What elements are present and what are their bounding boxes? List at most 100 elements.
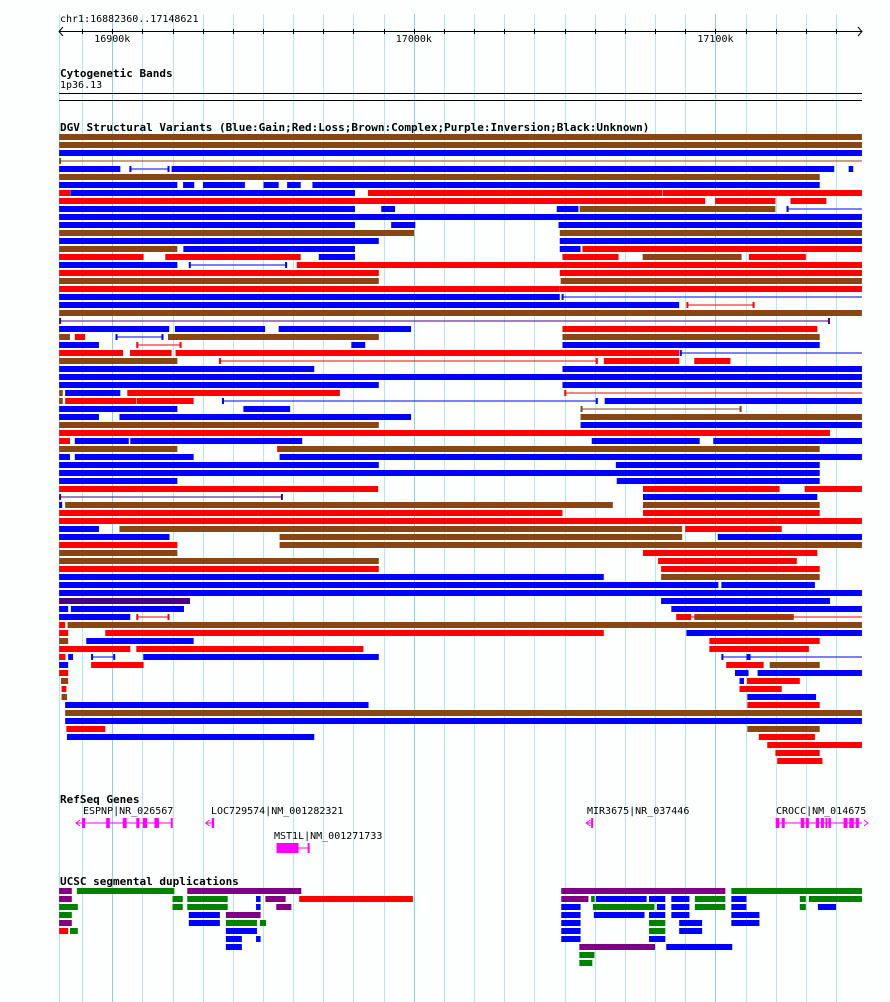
segdup-feature: [671, 896, 690, 902]
dgv-variant: [671, 606, 862, 612]
segdup-feature: [731, 912, 760, 918]
dgv-variant: [59, 662, 69, 668]
segdup-feature: [225, 928, 257, 934]
strand-arrow-left-icon: [75, 819, 81, 827]
dgv-variant: [59, 366, 315, 372]
dgv-variant: [74, 454, 194, 460]
dgv-variant-end: [739, 406, 742, 412]
segdup-feature: [579, 960, 593, 966]
dgv-variant: [59, 334, 70, 340]
segdup-feature: [656, 904, 666, 910]
dgv-row: [59, 606, 862, 612]
gene-label[interactable]: MIR3675|NR_037446: [587, 806, 690, 817]
dgv-variant: [747, 702, 820, 708]
dgv-variant: [279, 542, 862, 548]
gene-exon: [142, 818, 148, 828]
dgv-variant: [183, 182, 195, 188]
segdup-feature: [299, 896, 413, 902]
dgv-variant: [91, 662, 144, 668]
dgv-row: [59, 398, 862, 404]
dgv-variant: [59, 262, 178, 268]
dgv-variant: [59, 566, 379, 572]
segdup-feature: [561, 928, 581, 934]
strand-arrow-left-icon: [204, 819, 210, 827]
dgv-row: [66, 734, 815, 740]
dgv-track-title[interactable]: DGV Structural Variants (Blue:Gain;Red:L…: [60, 121, 650, 134]
dgv-row: [59, 166, 854, 172]
dgv-variant-end: [595, 358, 598, 364]
dgv-variant: [757, 670, 862, 676]
gene-label[interactable]: CROCC|NM_014675: [776, 806, 867, 817]
dgv-variant: [59, 518, 862, 524]
gene-exon: [307, 843, 310, 853]
dgv-variant-end: [564, 390, 567, 396]
gene-label[interactable]: MST1L|NM_001271733: [274, 831, 383, 842]
dgv-variant: [769, 662, 820, 668]
dgv-row: [59, 518, 862, 524]
segdup-feature: [561, 888, 726, 894]
dgv-row: [65, 710, 862, 716]
strand-arrow-left-icon: [585, 819, 591, 827]
dgv-variant: [279, 446, 820, 452]
segdup-feature: [731, 888, 862, 894]
segdup-feature: [731, 904, 747, 910]
dgv-variant-end: [827, 318, 830, 324]
dgv-variant: [119, 526, 683, 532]
dgv-variant: [119, 414, 412, 420]
dgv-variant: [59, 254, 144, 260]
segdup-feature: [817, 904, 837, 910]
segdup-feature: [59, 888, 72, 894]
dgv-variant: [65, 718, 862, 724]
dgv-row: [59, 646, 809, 652]
segdup-row: [59, 920, 760, 926]
ruler-location: chr1:16882360..17148621: [60, 14, 199, 25]
dgv-row: [59, 446, 820, 452]
cytoband-track-title[interactable]: Cytogenetic Bands: [60, 67, 173, 80]
dgv-variant: [279, 454, 862, 460]
ruler-tick-label: 16900k: [94, 34, 131, 45]
dgv-variant: [804, 486, 862, 492]
dgv-variant: [59, 214, 862, 220]
segdup-feature: [69, 928, 78, 934]
dgv-variant: [59, 526, 99, 532]
gene-label[interactable]: LOC729574|NM_001282321: [211, 806, 344, 817]
dgv-variant: [59, 302, 680, 308]
dgv-variant: [603, 358, 680, 364]
segdup-feature: [593, 912, 645, 918]
gene-label[interactable]: ESPNP|NR_026567: [83, 806, 174, 817]
dgv-variant-end: [679, 614, 682, 620]
dgv-variant-end: [580, 406, 583, 412]
dgv-variant: [60, 678, 69, 684]
dgv-variant: [129, 350, 172, 356]
dgv-row: [59, 286, 862, 292]
gene-model: [276, 843, 310, 853]
dgv-row: [59, 278, 862, 284]
dgv-variant: [59, 190, 70, 196]
dgv-variant: [59, 142, 862, 148]
refseq-track-title[interactable]: RefSeq Genes: [60, 793, 140, 806]
dgv-variant: [59, 270, 379, 276]
segdup-feature: [671, 912, 690, 918]
dgv-variant: [183, 246, 355, 252]
segdup-feature: [561, 912, 581, 918]
segdup-track-title[interactable]: UCSC segmental duplications: [60, 875, 239, 888]
segdup-row: [59, 896, 862, 902]
dgv-row: [59, 598, 830, 604]
segdup-row: [59, 912, 760, 918]
segdup-feature: [671, 904, 690, 910]
dgv-variant: [642, 494, 818, 500]
dgv-variant: [59, 582, 719, 588]
dgv-variant: [582, 246, 862, 252]
dgv-variant: [59, 614, 131, 620]
segdup-feature: [256, 896, 261, 902]
dgv-variant: [739, 686, 782, 692]
dgv-variant: [105, 630, 604, 636]
gene-exon: [170, 818, 173, 828]
dgv-variant-end: [59, 158, 62, 164]
dgv-variant: [66, 734, 315, 740]
dgv-variant: [709, 638, 820, 644]
dgv-variant: [748, 254, 806, 260]
dgv-variant-end: [221, 398, 224, 404]
dgv-row: [59, 526, 782, 532]
dgv-variant: [580, 414, 862, 420]
